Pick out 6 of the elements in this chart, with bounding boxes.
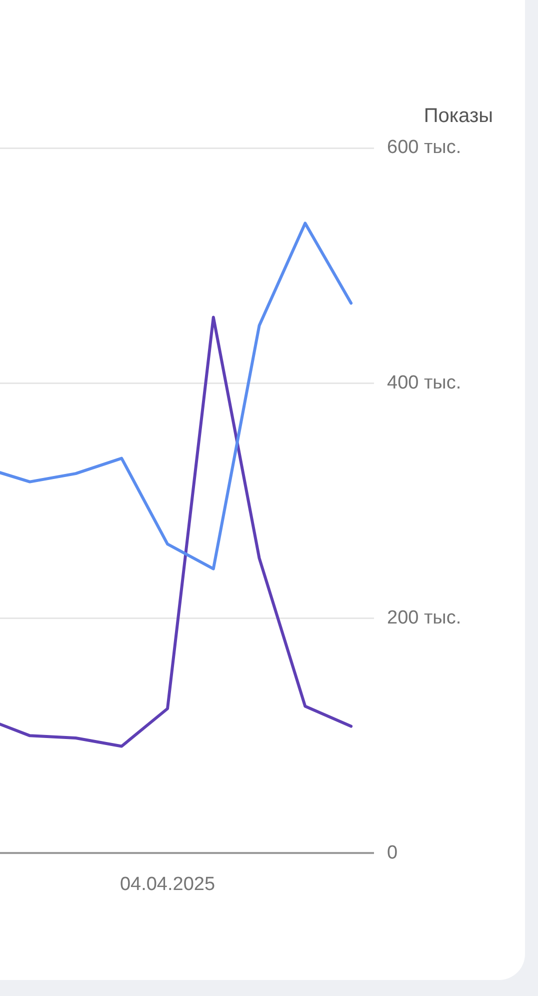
y-tick-label: 600 тыс. [387, 137, 462, 158]
y-tick-label: 200 тыс. [387, 607, 462, 628]
x-tick-label: 04.04.2025 [120, 874, 216, 895]
y-tick-label: 400 тыс. [387, 372, 462, 394]
y-axis-title: Показы [424, 105, 493, 127]
y-tick-label: 0 [387, 842, 398, 864]
